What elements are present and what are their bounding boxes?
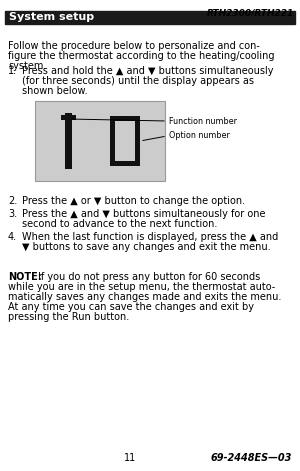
Text: while you are in the setup menu, the thermostat auto-: while you are in the setup menu, the the… [8,282,275,292]
Text: shown below.: shown below. [22,86,88,96]
Text: 4.: 4. [8,232,17,242]
Text: 1.: 1. [8,66,17,76]
Text: At any time you can save the changes and exit by: At any time you can save the changes and… [8,302,254,312]
Bar [115,121,135,161]
Text: When the last function is displayed, press the ▲ and: When the last function is displayed, pre… [22,232,278,242]
Text: figure the thermostat according to the heating/cooling: figure the thermostat according to the h… [8,51,274,61]
Bar [110,116,140,166]
Text: pressing the Run button.: pressing the Run button. [8,312,129,322]
Text: system.: system. [8,61,46,71]
Text: If you do not press any button for 60 seconds: If you do not press any button for 60 se… [38,272,260,282]
Text: second to advance to the next function.: second to advance to the next function. [22,219,218,229]
Text: 2.: 2. [8,196,17,206]
Text: NOTE:: NOTE: [8,272,42,282]
Text: 11: 11 [124,453,136,463]
Text: Press the ▲ or ▼ button to change the option.: Press the ▲ or ▼ button to change the op… [22,196,245,206]
Text: Function number: Function number [169,116,237,125]
Text: ▼ buttons to save any changes and exit the menu.: ▼ buttons to save any changes and exit t… [22,242,271,252]
Text: Press the ▲ and ▼ buttons simultaneously for one: Press the ▲ and ▼ buttons simultaneously… [22,209,266,219]
Text: RTH2300/RTH221: RTH2300/RTH221 [207,9,294,18]
Text: 3.: 3. [8,209,17,219]
Text: System setup: System setup [9,13,94,23]
Bar [65,113,72,169]
Text: (for three seconds) until the display appears as: (for three seconds) until the display ap… [22,76,254,86]
Text: 69-2448ES—03: 69-2448ES—03 [211,453,292,463]
Bar [5,11,295,24]
Bar [61,115,76,120]
Bar [35,101,165,181]
Text: Press and hold the ▲ and ▼ buttons simultaneously: Press and hold the ▲ and ▼ buttons simul… [22,66,274,76]
Text: matically saves any changes made and exits the menu.: matically saves any changes made and exi… [8,292,281,302]
Text: Follow the procedure below to personalize and con-: Follow the procedure below to personaliz… [8,41,260,51]
Text: Option number: Option number [169,131,230,140]
